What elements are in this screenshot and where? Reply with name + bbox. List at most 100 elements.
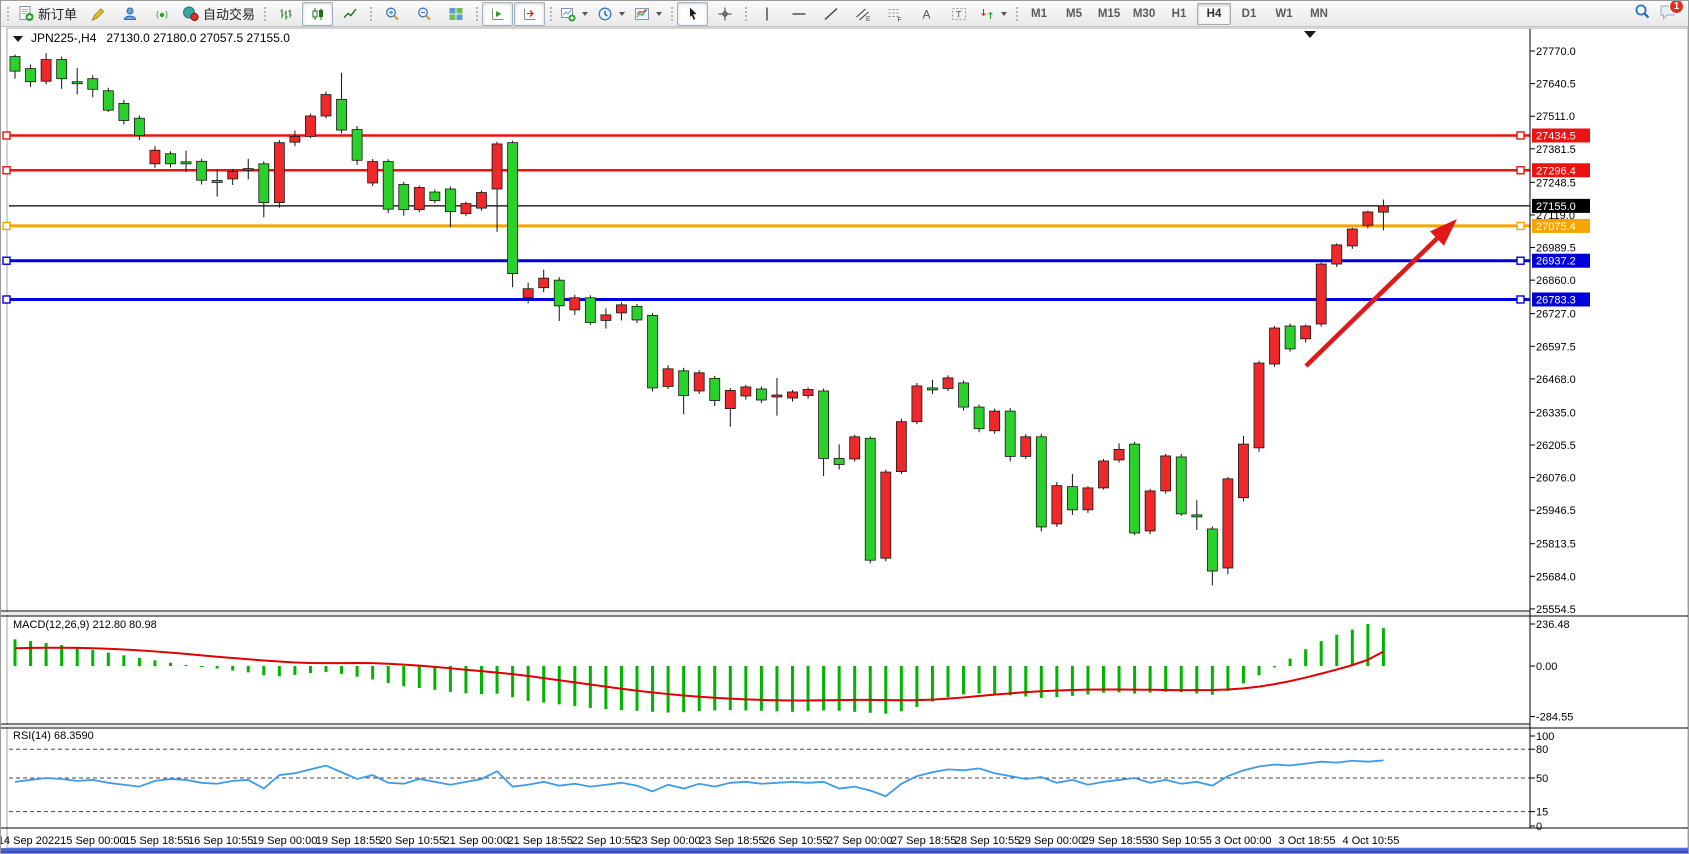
fibonacci-icon: F [887, 6, 903, 22]
chart-shift-marker[interactable] [1304, 31, 1316, 38]
arrows-tool-button[interactable] [975, 2, 1011, 26]
macd-histogram-bar [697, 666, 701, 712]
auto-scroll-button[interactable] [482, 1, 514, 26]
zoom-in-button[interactable] [376, 2, 407, 26]
candle-bullish [880, 471, 892, 559]
vertical-line-tool-button[interactable] [751, 2, 782, 26]
candle-bullish [616, 304, 627, 314]
chart-header: JPN225-,H4 27130.0 27180.0 27057.5 27155.… [13, 31, 290, 45]
candle-bearish [258, 163, 270, 203]
templates-button[interactable] [630, 2, 666, 26]
macd-histogram-bar [277, 666, 281, 677]
new-chart-icon [560, 6, 576, 22]
horizontal-lines[interactable] [2, 131, 1530, 304]
trend-arrow[interactable] [1304, 219, 1457, 368]
notifications-button[interactable]: 1 [1659, 1, 1684, 25]
candle-bearish [56, 59, 68, 80]
candle-bearish [429, 191, 441, 201]
macd-panel: MACD(12,26,9) 212.80 80.98 [13, 619, 1385, 714]
text-tool-button[interactable]: A [911, 2, 942, 26]
chevron-down-icon [656, 11, 663, 16]
crosshair-tool-button[interactable] [709, 2, 740, 26]
pencil-icon [90, 6, 106, 22]
bar-chart-mode-button[interactable] [270, 2, 301, 26]
candlestick-mode-button[interactable] [302, 1, 334, 26]
macd-histogram-bar [293, 666, 297, 675]
candle-bullish [1346, 228, 1358, 247]
timeframe-mn-button[interactable]: MN [1310, 7, 1328, 20]
candle-bullish [1300, 325, 1312, 340]
macd-histogram-bar [993, 666, 997, 695]
new-chart-button[interactable] [556, 2, 592, 26]
price-chart-canvas[interactable]: MACD(12,26,9) 212.80 80.98 RSI(14) 68.359… [1, 27, 1689, 854]
candle-bullish [600, 314, 612, 321]
text-label-tool-button[interactable]: T [943, 2, 974, 26]
equidistant-channel-tool-button[interactable]: E [847, 2, 878, 26]
tile-windows-button[interactable] [440, 2, 471, 26]
timeframe-m30-button[interactable]: M30 [1132, 7, 1156, 20]
new-order-button[interactable]: 新订单 [13, 2, 81, 26]
periods-button[interactable] [593, 2, 629, 26]
price-badge [1532, 128, 1590, 143]
macd-histogram-bar [588, 666, 592, 708]
signal-icon [154, 6, 170, 22]
price-badge-label: 27075.4 [1536, 221, 1576, 233]
cursor-icon [685, 6, 701, 22]
vertical-line-icon [760, 6, 774, 22]
macd-histogram-bar [200, 666, 204, 667]
macd-histogram-bar [744, 666, 748, 711]
timeframe-m5-button[interactable]: M5 [1066, 7, 1083, 20]
trendline-tool-button[interactable] [815, 2, 846, 26]
timeframe-w1-button[interactable]: W1 [1275, 7, 1293, 20]
line-anchor [1516, 256, 1525, 265]
macd-histogram-bar [1024, 666, 1028, 697]
symbol-dropdown-icon[interactable] [13, 36, 23, 42]
chart-window[interactable]: MACD(12,26,9) 212.80 80.98 RSI(14) 68.359… [1, 27, 1689, 854]
chart-shift-button[interactable] [514, 1, 546, 26]
timeframe-m15-button[interactable]: M15 [1097, 7, 1121, 20]
arrows-icon [979, 6, 995, 22]
toolbar-grip [548, 4, 554, 23]
zoom-out-button[interactable] [408, 2, 439, 26]
macd-histogram-bar [884, 666, 888, 714]
rsi-line [14, 759, 1384, 798]
time-label: 21 Sep 00:00 [444, 835, 509, 847]
candle-bearish [1191, 514, 1203, 518]
macd-histogram-bar [526, 666, 530, 701]
line-chart-mode-button[interactable] [334, 2, 365, 26]
signals-button[interactable] [146, 2, 177, 26]
timeframe-h1-button[interactable]: H1 [1171, 7, 1187, 20]
line-anchor [2, 131, 11, 140]
toolbar-grip [1014, 4, 1020, 23]
macd-histogram-bar [75, 647, 79, 666]
price-tick-label: 27640.5 [1536, 79, 1576, 91]
candle-bearish [507, 142, 519, 275]
community-profile-button[interactable] [114, 2, 145, 26]
rsi-panel: RSI(14) 68.3590 [9, 730, 1530, 813]
candle-bullish [522, 288, 534, 299]
price-tick-label: 26860.0 [1536, 275, 1576, 287]
timeframe-d1-button[interactable]: D1 [1241, 7, 1257, 20]
time-label: 28 Sep 10:55 [955, 835, 1020, 847]
macd-histogram-bar [60, 645, 64, 666]
time-label: 26 Sep 10:55 [763, 835, 828, 847]
text-label-icon: T [951, 6, 967, 22]
candle-bullish [1378, 205, 1389, 213]
candle-bullish [724, 390, 736, 409]
time-label: 15 Sep 00:00 [60, 835, 125, 847]
macd-histogram-bar [1102, 666, 1105, 693]
cursor-tool-button[interactable] [677, 1, 709, 26]
time-label: 3 Oct 18:55 [1279, 835, 1336, 847]
macd-histogram-bar [1164, 666, 1168, 692]
fibonacci-tool-button[interactable]: F [879, 2, 910, 26]
metaeditor-button[interactable] [82, 2, 113, 26]
horizontal-line-tool-button[interactable] [783, 2, 814, 26]
timeframe-h4-button[interactable]: H4 [1197, 2, 1232, 25]
timeframe-m1-button[interactable]: M1 [1031, 7, 1048, 20]
autotrading-button[interactable]: 自动交易 [178, 2, 259, 26]
search-icon[interactable] [1633, 2, 1651, 25]
time-label: 29 Sep 00:00 [1019, 835, 1084, 847]
candle-bearish [709, 377, 721, 401]
candle-bearish [553, 279, 565, 307]
